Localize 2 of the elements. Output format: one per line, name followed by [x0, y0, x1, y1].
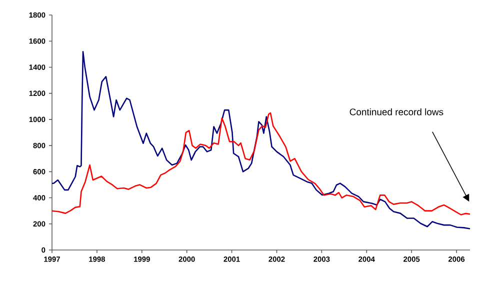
annotation: Continued record lows: [350, 108, 444, 116]
line-series: [51, 51, 471, 230]
